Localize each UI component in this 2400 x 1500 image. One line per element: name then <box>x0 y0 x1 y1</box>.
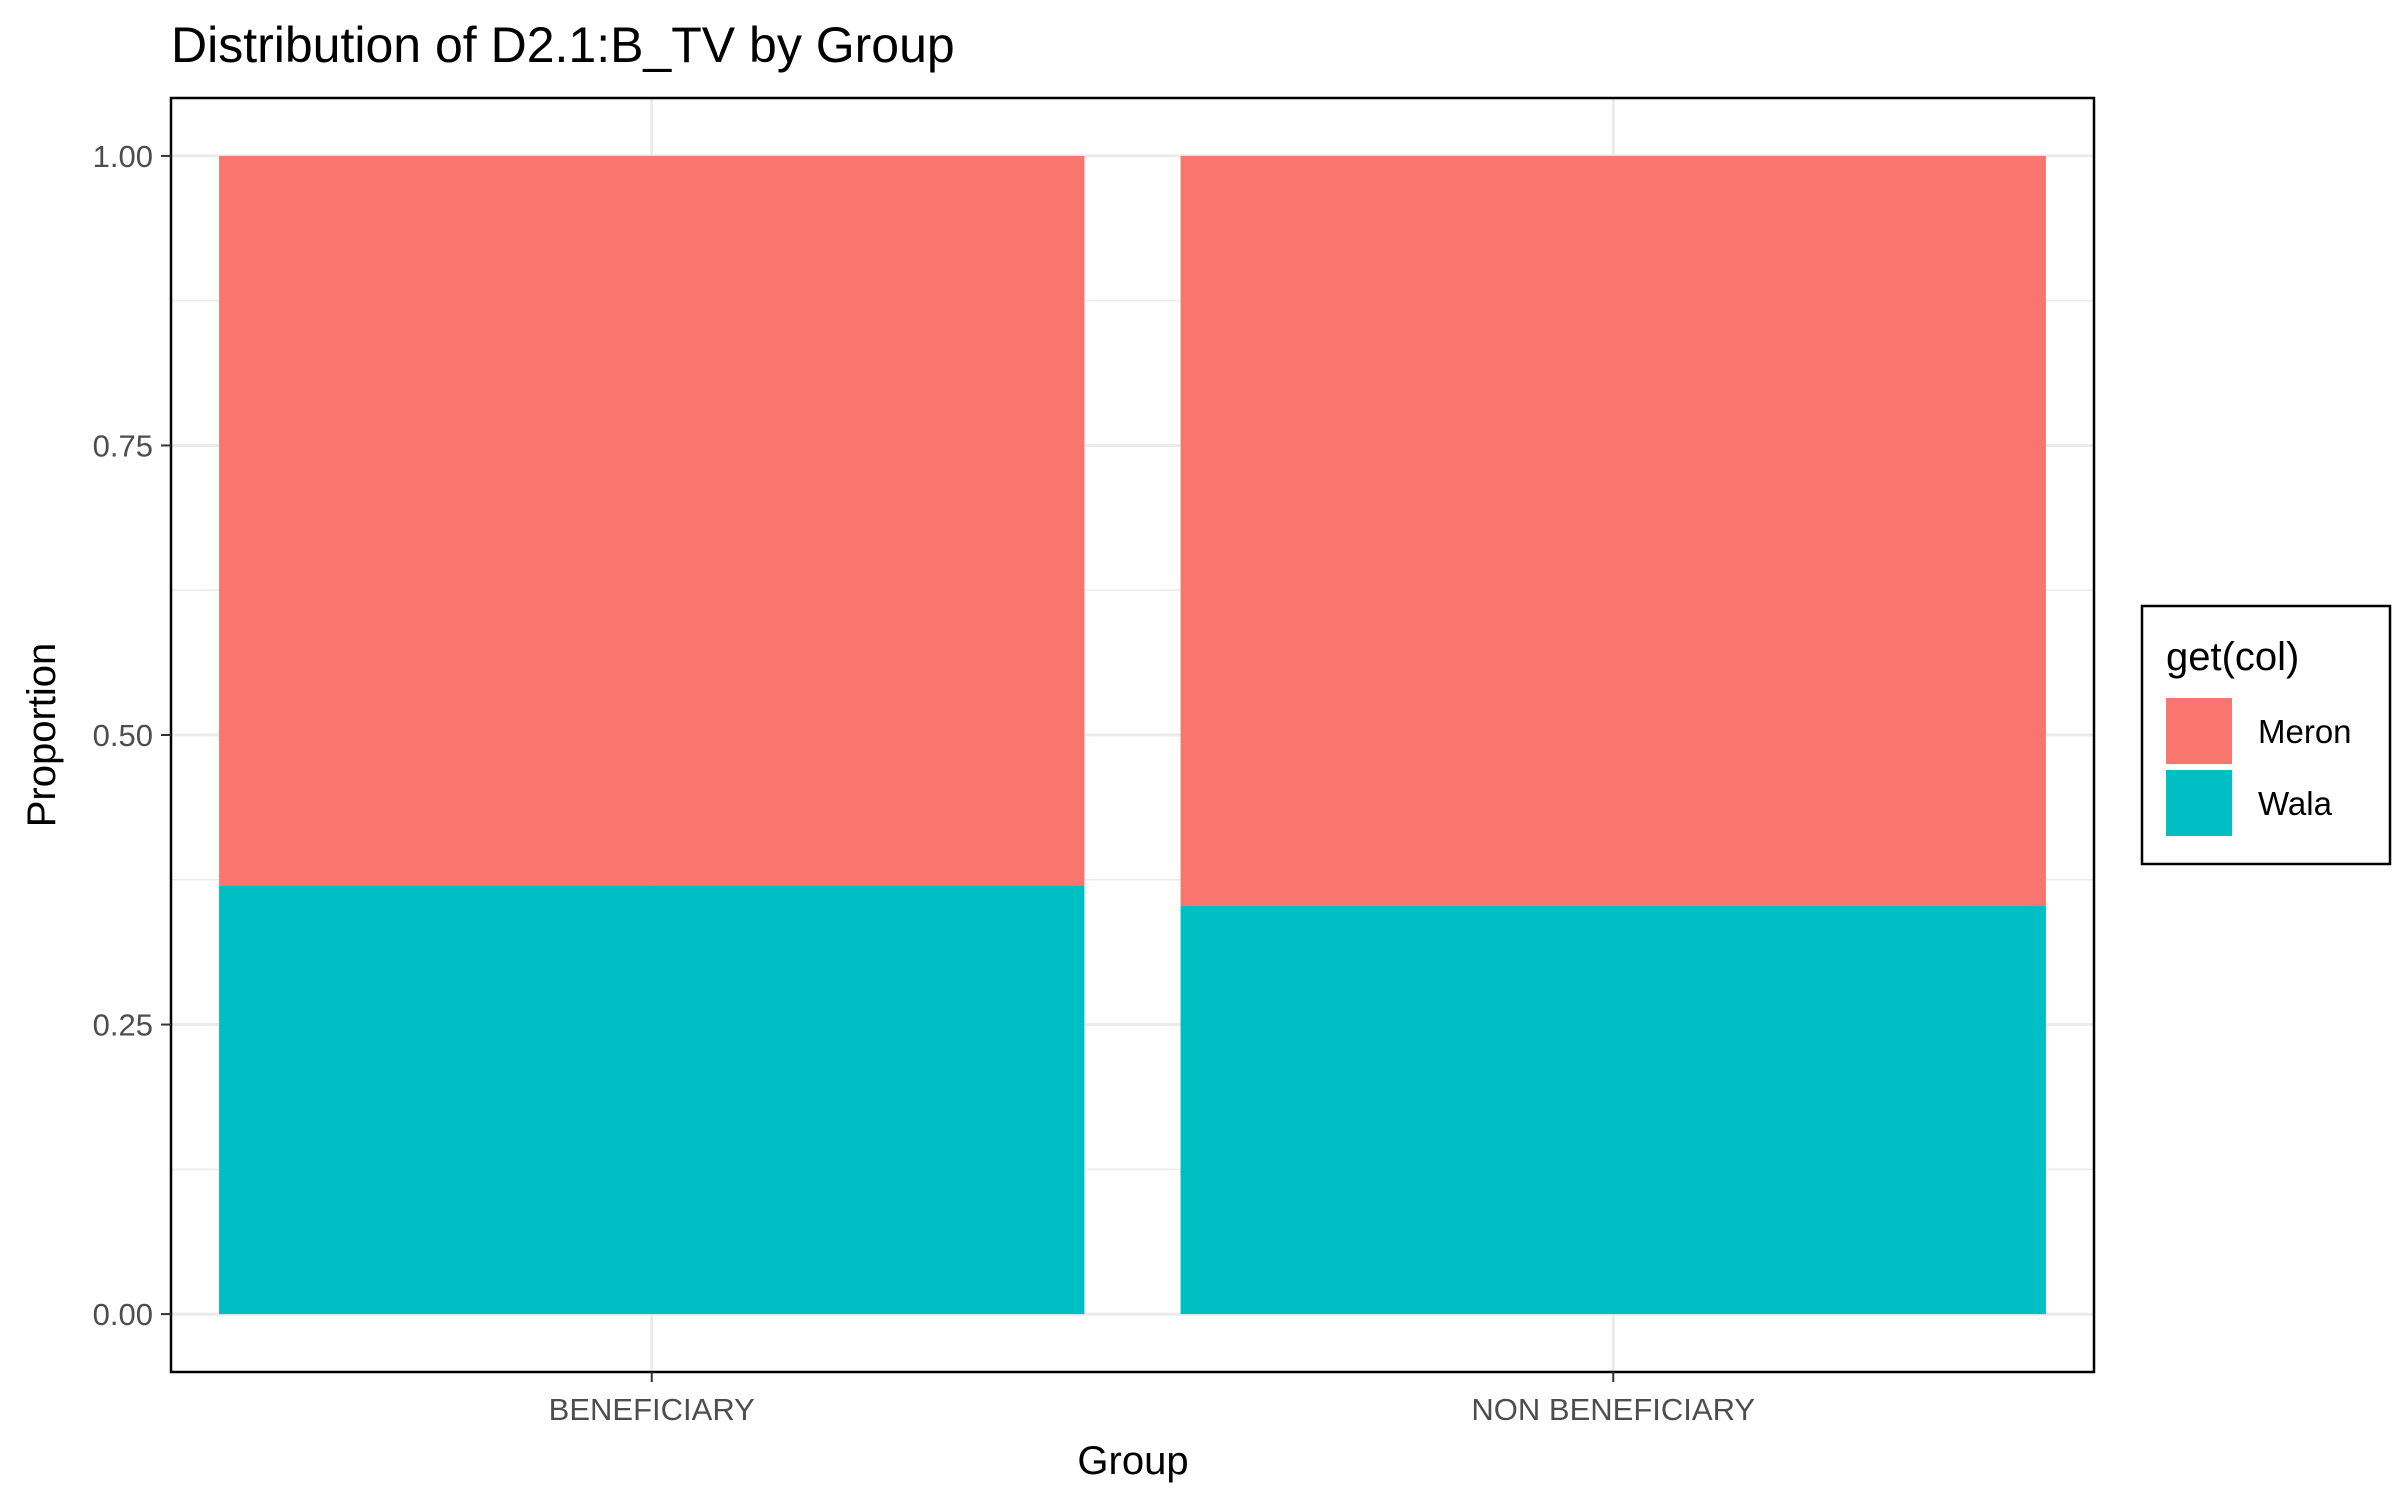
y-tick-label: 0.25 <box>93 1008 153 1043</box>
x-axis-title: Group <box>1077 1439 1188 1483</box>
legend-label-meron: Meron <box>2258 713 2352 750</box>
legend-title: get(col) <box>2166 635 2299 679</box>
legend-label-wala: Wala <box>2258 785 2333 822</box>
bar-wala-1 <box>219 885 1085 1315</box>
y-tick-label: 1.00 <box>93 139 153 174</box>
x-tick-label: BENEFICIARY <box>549 1392 755 1427</box>
y-tick-label: 0.50 <box>93 718 153 753</box>
y-axis: 0.00 0.25 0.50 0.75 1.00 <box>93 139 171 1332</box>
legend: get(col) Meron Wala <box>2140 604 2392 866</box>
y-tick-label: 0.75 <box>93 428 153 463</box>
chart-title: Distribution of D2.1:B_TV by Group <box>171 17 955 73</box>
bars <box>219 155 2046 1315</box>
legend-swatch-wala <box>2166 770 2232 836</box>
bar-wala-2 <box>1180 905 2046 1315</box>
bar-meron-1 <box>219 155 1085 886</box>
y-axis-title: Proportion <box>20 643 64 828</box>
y-tick-label: 0.00 <box>93 1297 153 1332</box>
bar-meron-2 <box>1180 155 2046 906</box>
x-axis: BENEFICIARY NON BENEFICIARY <box>549 1372 1755 1427</box>
legend-entries: Meron Wala <box>2166 698 2352 836</box>
legend-swatch-meron <box>2166 698 2232 764</box>
x-tick-label: NON BENEFICIARY <box>1471 1392 1755 1427</box>
